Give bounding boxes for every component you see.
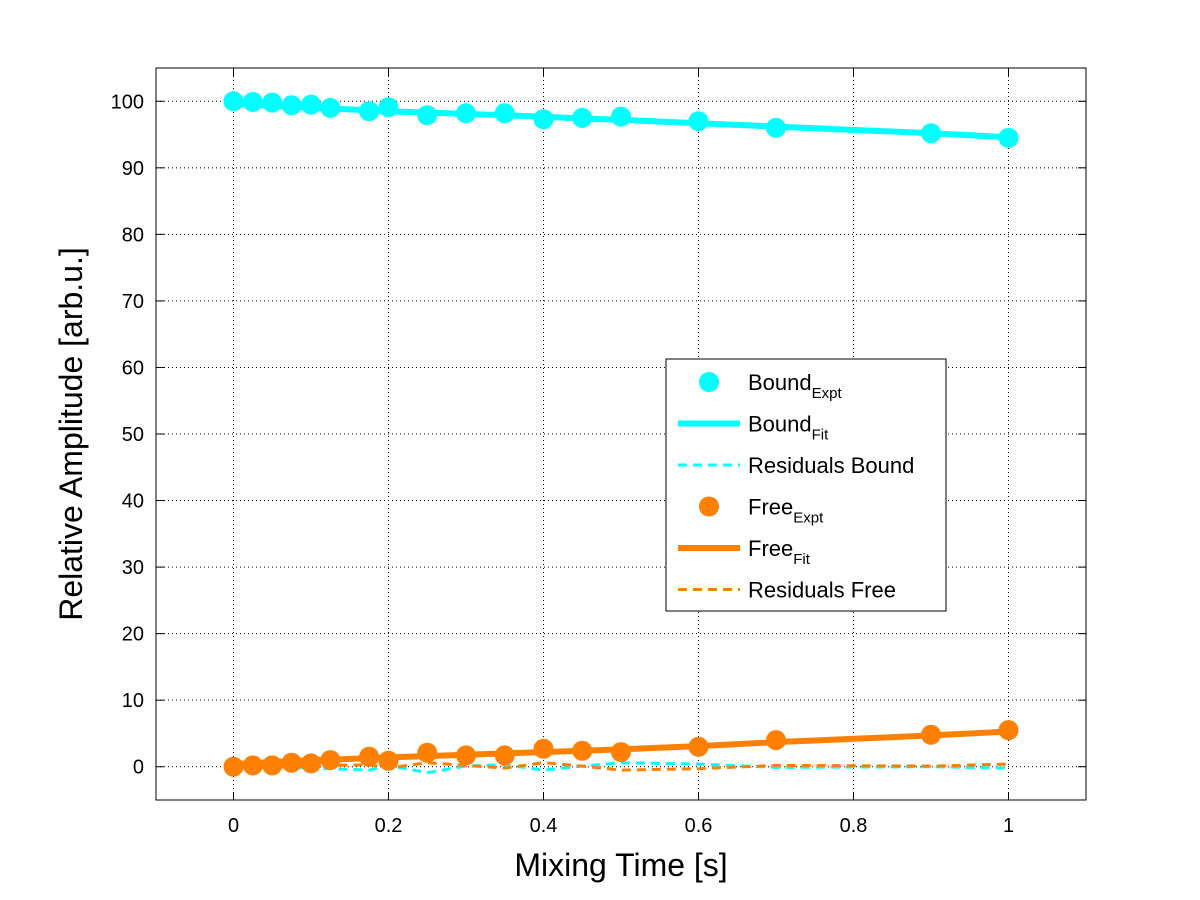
free-expt-point — [494, 745, 515, 766]
bound-expt-point — [301, 94, 321, 115]
free-expt-point — [262, 755, 283, 776]
free-expt-point — [242, 755, 263, 776]
x-tick-label: 0.8 — [840, 815, 868, 837]
free-expt-point — [301, 753, 321, 774]
y-tick-label: 20 — [122, 624, 144, 646]
x-tick-label: 0.2 — [375, 815, 403, 837]
free-expt-point — [611, 742, 631, 763]
legend-bound-expt-label: BoundExpt — [748, 370, 842, 402]
free-expt-point — [281, 752, 302, 773]
x-axis-title: Mixing Time [s] — [514, 847, 727, 883]
bound-expt-point — [417, 105, 438, 126]
y-tick-label: 0 — [133, 757, 144, 779]
bound-expt-point — [223, 91, 244, 112]
y-tick-label: 60 — [122, 357, 144, 379]
legend-free-expt-label: FreeExpt — [748, 495, 824, 527]
legend-box — [665, 358, 947, 612]
bound-expt-point — [572, 107, 593, 128]
y-tick-label: 100 — [111, 91, 144, 113]
bound-expt-point — [494, 103, 515, 124]
y-tick-label: 80 — [122, 224, 144, 246]
free-expt-point — [998, 720, 1019, 741]
free-expt-point — [456, 745, 476, 766]
legend-bound-fit-label: BoundFit — [748, 412, 829, 444]
bound-expt-point — [320, 97, 341, 118]
legend-bound-expt-marker — [699, 372, 719, 392]
bound-expt-point — [611, 106, 631, 127]
free-expt-point — [417, 742, 438, 763]
grid — [156, 68, 1086, 800]
free-expt-point — [766, 730, 786, 751]
bound-expt-point — [378, 97, 399, 118]
bound-expt-point — [242, 91, 263, 112]
bound-expt-point — [998, 127, 1019, 148]
series — [223, 91, 1019, 777]
y-axis-title: Relative Amplitude [arb.u.] — [53, 247, 89, 621]
legend-residuals-free-label: Residuals Free — [748, 578, 896, 603]
x-tick-label: 0.4 — [530, 815, 558, 837]
x-tick-label: 1 — [1003, 815, 1014, 837]
bound-expt-point — [281, 95, 302, 116]
y-tick-label: 90 — [122, 158, 144, 180]
legend-residuals-bound-label: Residuals Bound — [748, 453, 914, 478]
bound-expt-point — [262, 92, 283, 113]
free-expt-point — [378, 750, 399, 771]
y-tick-label: 50 — [122, 424, 144, 446]
free-expt-point — [921, 724, 941, 745]
y-tick-label: 10 — [122, 690, 144, 712]
residuals-free-line — [233, 761, 1009, 772]
legend: BoundExpt BoundFit Residuals Bound FreeExpt… — [665, 358, 947, 612]
bound-expt-point — [456, 103, 476, 124]
bound-expt-point — [688, 111, 709, 132]
x-tick-label: 0 — [228, 815, 239, 837]
free-expt-point — [533, 738, 554, 759]
free-expt-point — [223, 756, 244, 777]
y-tick-label: 70 — [122, 291, 144, 313]
legend-free-expt-marker — [699, 496, 719, 517]
bound-expt-point — [766, 117, 786, 138]
x-tick-label: 0.6 — [685, 815, 713, 837]
free-expt-point — [320, 750, 341, 771]
free-expt-point — [572, 740, 593, 761]
bound-expt-point — [921, 123, 941, 144]
free-expt-point — [688, 736, 709, 757]
y-tick-label: 30 — [122, 557, 144, 579]
legend-free-fit-label: FreeFit — [748, 536, 811, 568]
residuals-bound-line — [233, 761, 1009, 775]
bound-expt-point — [359, 101, 380, 122]
y-tick-label: 40 — [122, 491, 144, 513]
free-expt-point — [359, 746, 380, 767]
bound-expt-point — [533, 109, 554, 130]
